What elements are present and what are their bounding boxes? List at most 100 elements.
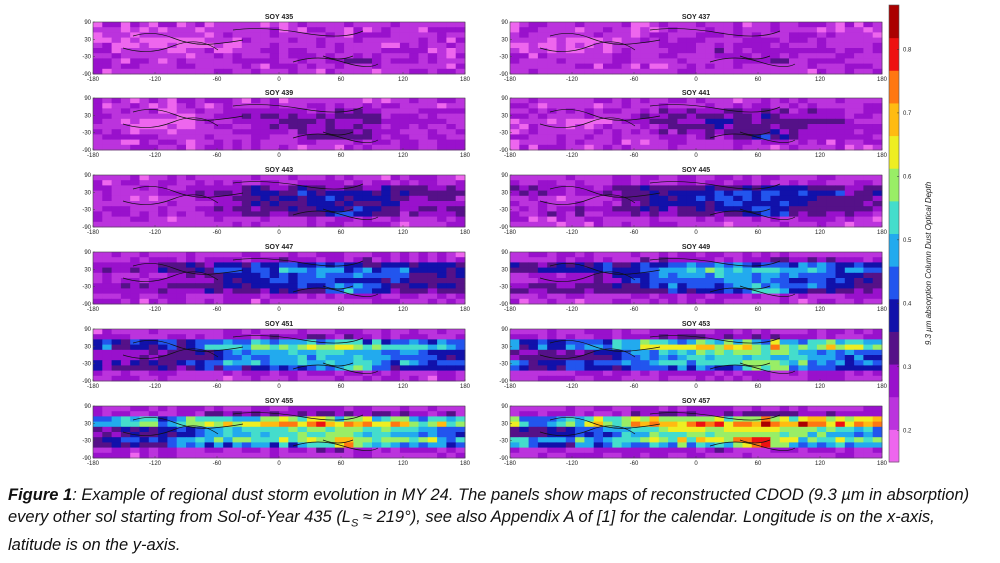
heatmap-cell xyxy=(297,375,308,382)
heatmap-cell xyxy=(640,355,650,361)
heatmap-cell xyxy=(176,221,187,228)
heatmap-cell xyxy=(751,37,762,44)
heatmap-cell xyxy=(649,267,660,274)
heatmap-cell xyxy=(204,355,215,361)
heatmap-cell xyxy=(381,180,391,186)
heatmap-cell xyxy=(565,216,576,223)
heatmap-cell xyxy=(279,267,289,274)
x-tick-label: 0 xyxy=(277,77,281,83)
heatmap-cell xyxy=(537,267,548,274)
heatmap-cell xyxy=(93,37,103,44)
heatmap-cell xyxy=(593,355,604,361)
heatmap-cell xyxy=(593,411,604,417)
heatmap-cell xyxy=(120,447,131,454)
heatmap-cell xyxy=(111,144,122,151)
heatmap-cell xyxy=(705,190,715,197)
heatmap-cell xyxy=(798,421,808,428)
heatmap-cell xyxy=(696,53,706,59)
heatmap-cell xyxy=(872,216,883,223)
x-tick-label: 60 xyxy=(338,230,345,236)
heatmap-cell xyxy=(427,221,438,228)
heatmap-cell xyxy=(213,283,224,289)
heatmap-cell xyxy=(399,129,410,135)
heatmap-cell xyxy=(390,452,401,459)
heatmap-cell xyxy=(455,134,466,140)
heatmap-cell xyxy=(372,221,382,228)
heatmap-cell xyxy=(427,278,438,284)
heatmap-cell xyxy=(195,452,205,459)
heatmap-cell xyxy=(111,411,122,417)
heatmap-cell xyxy=(418,185,429,191)
heatmap-cell xyxy=(362,53,373,59)
heatmap-cell xyxy=(344,37,354,44)
heatmap-cell xyxy=(306,344,317,351)
heatmap-cell xyxy=(93,42,103,49)
heatmap-cell xyxy=(816,411,827,417)
heatmap-cell xyxy=(353,267,364,274)
heatmap-cell xyxy=(519,375,529,382)
heatmap-cell xyxy=(232,113,243,120)
heatmap-cell xyxy=(612,411,622,417)
heatmap-cell xyxy=(399,58,410,64)
heatmap-cell xyxy=(863,267,874,274)
heatmap-cell xyxy=(696,118,706,125)
heatmap-cell xyxy=(306,421,317,428)
heatmap-cell xyxy=(733,411,743,417)
heatmap-cell xyxy=(455,190,466,197)
heatmap-cell xyxy=(269,293,280,300)
heatmap-cell xyxy=(519,283,529,289)
heatmap-cell xyxy=(630,339,641,345)
heatmap-cell xyxy=(362,355,373,361)
heatmap-cell xyxy=(418,329,429,335)
heatmap-cell xyxy=(770,406,781,412)
heatmap-cell xyxy=(714,206,725,212)
heatmap-cell xyxy=(148,118,159,125)
heatmap-cell xyxy=(510,22,520,28)
heatmap-cell xyxy=(816,416,827,422)
heatmap-cell xyxy=(844,272,855,279)
heatmap-cell xyxy=(93,48,103,54)
heatmap-cell xyxy=(260,437,271,443)
heatmap-cell xyxy=(612,32,622,38)
heatmap-cell xyxy=(816,252,827,258)
heatmap-cell xyxy=(288,32,298,38)
heatmap-cell xyxy=(279,293,289,300)
heatmap-cell xyxy=(241,129,252,135)
heatmap-cell xyxy=(213,103,224,109)
heatmap-cell xyxy=(742,267,753,274)
heatmap-cell xyxy=(733,349,743,356)
heatmap-cell xyxy=(334,124,345,130)
heatmap-cell xyxy=(798,32,808,38)
heatmap-cell xyxy=(733,211,743,217)
heatmap-cell xyxy=(186,452,196,459)
heatmap-cell xyxy=(779,32,790,38)
heatmap-cell xyxy=(353,262,364,268)
heatmap-cell xyxy=(399,411,410,417)
heatmap-cell xyxy=(528,53,539,59)
heatmap-cell xyxy=(204,272,215,279)
heatmap-cell xyxy=(854,411,864,417)
heatmap-cell xyxy=(872,334,883,340)
heatmap-cell xyxy=(437,129,447,135)
heatmap-cell xyxy=(519,360,529,366)
heatmap-cell xyxy=(186,211,196,217)
heatmap-cell xyxy=(437,144,447,151)
heatmap-cell xyxy=(334,32,345,38)
heatmap-cell xyxy=(372,118,382,125)
heatmap-cell xyxy=(714,175,725,181)
heatmap-cell xyxy=(269,349,280,356)
heatmap-cell xyxy=(603,360,613,366)
heatmap-cell xyxy=(130,375,140,382)
heatmap-cell xyxy=(223,349,233,356)
heatmap-cell xyxy=(120,267,131,274)
heatmap-cell xyxy=(372,22,382,28)
heatmap-cell xyxy=(158,118,168,125)
heatmap-cell xyxy=(835,195,846,202)
heatmap-cell xyxy=(232,370,243,377)
heatmap-cell xyxy=(835,113,846,120)
heatmap-cell xyxy=(816,195,827,202)
heatmap-cell xyxy=(437,442,447,448)
heatmap-cell xyxy=(372,370,382,377)
heatmap-cell xyxy=(519,349,529,356)
heatmap-cell xyxy=(854,334,864,340)
